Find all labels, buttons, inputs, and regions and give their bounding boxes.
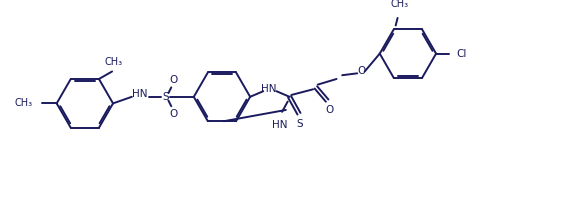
Text: O: O	[325, 105, 333, 115]
Text: HN: HN	[272, 120, 288, 130]
Text: CH₃: CH₃	[105, 57, 123, 67]
Text: Cl: Cl	[457, 49, 467, 59]
Text: O: O	[169, 75, 177, 85]
Text: S: S	[162, 92, 169, 102]
Text: HN: HN	[261, 84, 277, 94]
Text: CH₃: CH₃	[14, 98, 32, 108]
Text: CH₃: CH₃	[391, 0, 408, 9]
Text: HN: HN	[132, 89, 147, 99]
Text: O: O	[169, 109, 177, 119]
Text: O: O	[358, 66, 366, 77]
Text: S: S	[297, 119, 303, 129]
